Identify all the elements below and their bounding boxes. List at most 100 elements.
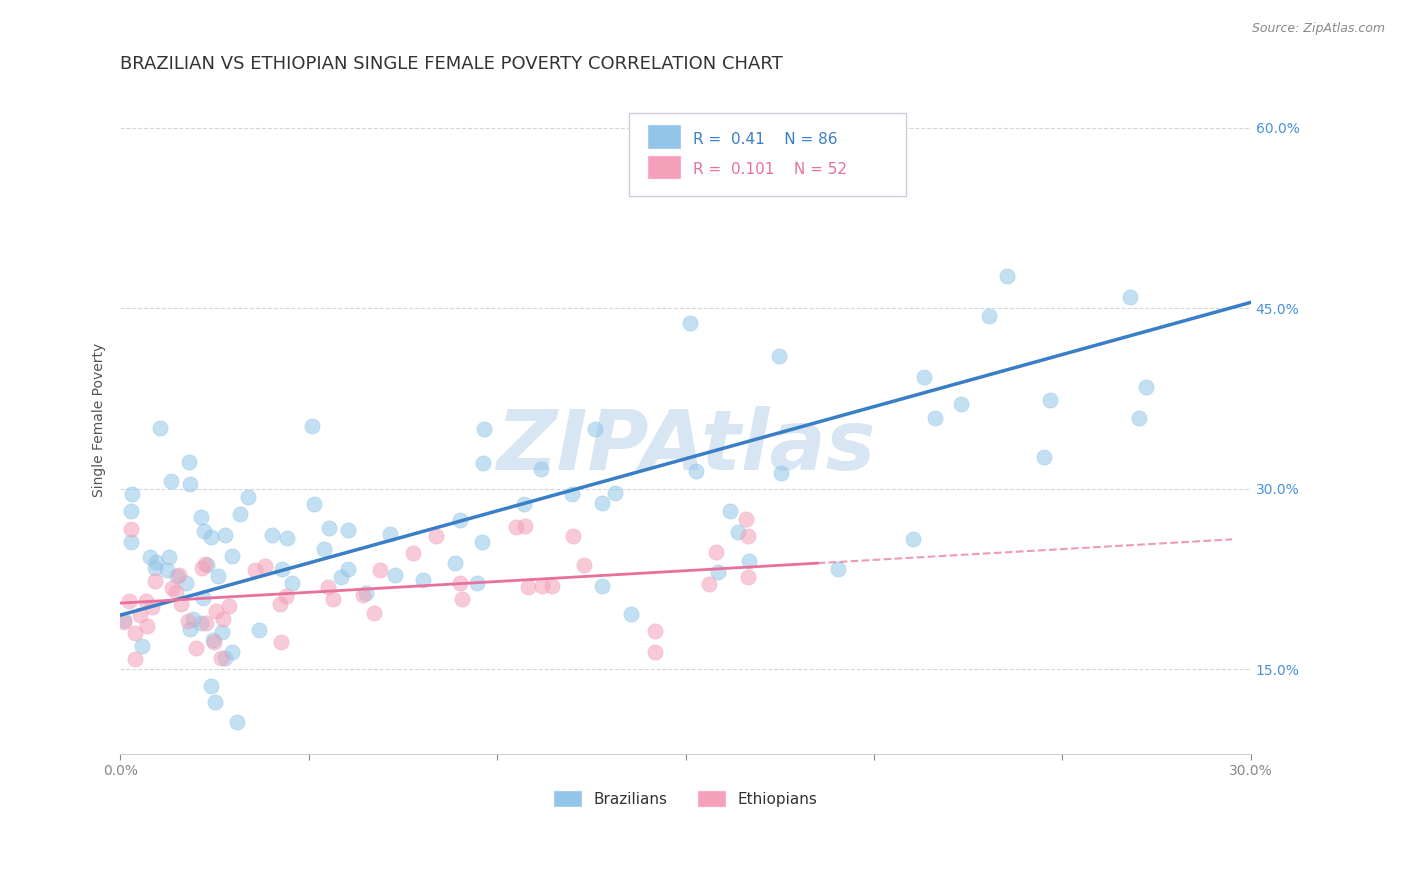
Point [200, 530, 222, 544]
Point [644, 624, 666, 639]
Point [337, 562, 360, 576]
Point [191, 591, 214, 606]
Point [472, 422, 495, 436]
Point [243, 563, 266, 577]
Point [738, 554, 761, 568]
Point [193, 524, 215, 538]
Point [200, 680, 222, 694]
Point [1135, 380, 1157, 394]
Point [1119, 290, 1142, 304]
Point [384, 568, 406, 582]
Point [194, 616, 217, 631]
Legend: Brazilians, Ethiopians: Brazilians, Ethiopians [547, 784, 824, 813]
Point [112, 615, 135, 629]
Point [141, 599, 163, 614]
Y-axis label: Single Female Poverty: Single Female Poverty [93, 343, 107, 497]
Point [165, 585, 187, 599]
Text: R =  0.41    N = 86: R = 0.41 N = 86 [693, 132, 838, 147]
Point [170, 597, 193, 611]
Point [977, 309, 1000, 323]
Point [901, 533, 924, 547]
Point [572, 558, 595, 572]
Point [145, 555, 167, 569]
Point [329, 569, 352, 583]
Point [201, 633, 224, 648]
Point [541, 579, 564, 593]
Point [135, 593, 157, 607]
Point [585, 422, 607, 436]
Point [768, 349, 790, 363]
Point [211, 624, 233, 639]
Point [120, 522, 142, 536]
Point [221, 549, 243, 563]
FancyBboxPatch shape [648, 126, 681, 148]
Point [214, 651, 236, 665]
Point [312, 541, 335, 556]
Point [162, 581, 184, 595]
Point [302, 497, 325, 511]
Point [120, 504, 142, 518]
Point [530, 462, 553, 476]
Text: Source: ZipAtlas.com: Source: ZipAtlas.com [1251, 22, 1385, 36]
Point [354, 586, 377, 600]
Point [218, 599, 240, 614]
Point [363, 607, 385, 621]
Point [270, 634, 292, 648]
Point [368, 563, 391, 577]
Text: R =  0.101    N = 52: R = 0.101 N = 52 [693, 162, 848, 178]
Point [531, 579, 554, 593]
Point [139, 549, 162, 564]
Point [515, 518, 537, 533]
Point [174, 575, 197, 590]
Point [190, 616, 212, 631]
Point [121, 535, 143, 549]
FancyBboxPatch shape [628, 112, 905, 196]
Point [995, 268, 1018, 283]
Point [149, 420, 172, 434]
Point [561, 529, 583, 543]
Point [166, 569, 188, 583]
Point [157, 550, 180, 565]
FancyBboxPatch shape [648, 155, 681, 178]
Point [512, 498, 534, 512]
Point [1033, 450, 1056, 464]
Point [195, 558, 218, 573]
Point [181, 611, 204, 625]
Point [737, 529, 759, 543]
Point [276, 532, 298, 546]
Point [124, 652, 146, 666]
Point [194, 557, 217, 571]
Point [924, 411, 946, 425]
Point [184, 641, 207, 656]
Point [190, 510, 212, 524]
Point [131, 639, 153, 653]
Point [225, 714, 247, 729]
Point [238, 490, 260, 504]
Point [124, 626, 146, 640]
Point [214, 528, 236, 542]
Point [229, 507, 252, 521]
Text: ZIPAtlas: ZIPAtlas [496, 406, 875, 487]
Point [737, 570, 759, 584]
Point [204, 695, 226, 709]
Point [160, 475, 183, 489]
Point [167, 567, 190, 582]
Point [318, 521, 340, 535]
Point [685, 464, 707, 478]
Point [644, 645, 666, 659]
Point [221, 645, 243, 659]
Point [451, 591, 474, 606]
Point [269, 597, 291, 611]
Point [336, 523, 359, 537]
Point [121, 487, 143, 501]
Point [177, 614, 200, 628]
Point [425, 529, 447, 543]
Point [505, 520, 527, 534]
Point [143, 574, 166, 588]
Point [707, 565, 730, 579]
Point [191, 561, 214, 575]
Point [591, 579, 613, 593]
Point [143, 560, 166, 574]
Point [112, 613, 135, 627]
Point [179, 477, 201, 491]
